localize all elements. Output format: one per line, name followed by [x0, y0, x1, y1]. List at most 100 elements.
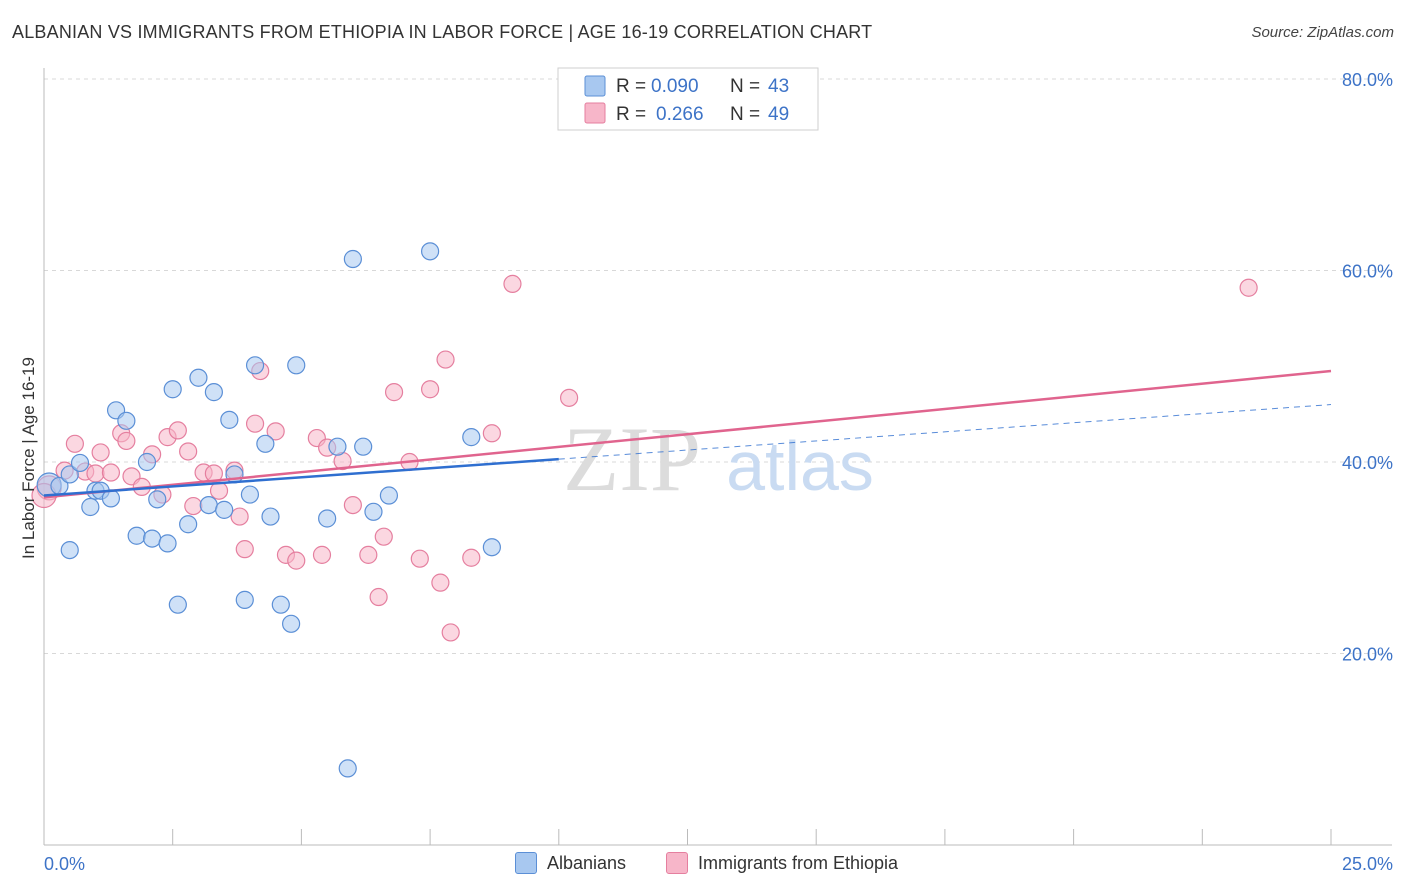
chart-title: ALBANIAN VS IMMIGRANTS FROM ETHIOPIA IN …: [12, 22, 873, 42]
legend-item-ethiopia[interactable]: Immigrants from Ethiopia: [666, 852, 898, 874]
ethiopia-point: [184, 496, 203, 516]
legend-n-label: N =: [730, 104, 760, 125]
albanian-point: [220, 410, 239, 429]
albanian-point: [215, 500, 234, 519]
ethiopia-point: [91, 443, 110, 462]
ethiopia-point: [235, 540, 254, 559]
ethiopia-point: [179, 442, 198, 461]
albanian-point: [117, 411, 136, 430]
albanian-point: [354, 437, 373, 456]
albanian-point: [338, 759, 357, 778]
ethiopia-point: [503, 274, 522, 294]
legend-item-albanians[interactable]: Albanians: [515, 852, 626, 874]
axes: [43, 68, 1392, 846]
ethiopia-point: [559, 388, 579, 407]
y-tick-label: 20.0%: [1342, 645, 1393, 665]
albanian-trend-line: [43, 457, 559, 497]
albanian-point: [282, 614, 301, 633]
legend-swatch-ethiopia: [666, 852, 688, 874]
ethiopia-point: [431, 573, 450, 592]
ethiopia-point: [410, 549, 429, 568]
legend-swatch-albanians: [515, 852, 537, 874]
albanian-point: [199, 495, 218, 515]
ethiopia-point: [374, 527, 393, 546]
ethiopia-point: [369, 587, 388, 607]
ethiopia-point: [359, 545, 378, 564]
ethiopia-trend-line: [43, 369, 1332, 499]
y-tick-label: 80.0%: [1342, 70, 1393, 90]
ethiopia-point: [441, 623, 460, 642]
albanian-point: [204, 383, 223, 402]
legend-r-value: 0.090: [651, 76, 699, 97]
legend-top: R = 0.090 N = 43 R = 0.266 N = 49: [557, 67, 819, 131]
albanian-point: [261, 507, 280, 526]
albanian-point: [70, 453, 90, 473]
legend-swatch-albanians: [584, 75, 606, 97]
ethiopia-point: [245, 414, 265, 433]
albanian-point: [189, 368, 208, 387]
albanian-point: [245, 356, 265, 375]
ethiopia-point: [343, 495, 362, 515]
albanian-point: [168, 595, 187, 614]
source-label: Source: ZipAtlas.com: [1251, 24, 1394, 41]
albanian-point: [137, 452, 157, 472]
ethiopia-point: [168, 421, 187, 440]
data-points: [31, 242, 1258, 778]
albanian-point: [482, 538, 501, 557]
albanian-point: [81, 497, 100, 517]
ethiopia-point: [266, 422, 285, 441]
ethiopia-point: [421, 380, 440, 399]
trend-lines: [43, 369, 1332, 499]
ethiopia-point: [65, 434, 84, 453]
albanian-point: [163, 380, 182, 399]
albanian-point: [60, 540, 79, 560]
albanian-point: [60, 465, 79, 484]
watermark: ZIP atlas: [563, 408, 874, 510]
albanian-point: [343, 249, 362, 269]
ethiopia-point: [86, 464, 105, 483]
legend-r-value: 0.266: [656, 104, 704, 125]
y-tick-labels: 20.0% 40.0% 60.0% 80.0%: [1342, 70, 1393, 665]
albanian-point: [287, 356, 306, 375]
ethiopia-point: [482, 424, 501, 443]
y-tick-label: 60.0%: [1342, 262, 1393, 282]
albanian-point: [143, 529, 162, 548]
albanian-trend-extension: [558, 404, 1332, 460]
grid-lines: [44, 78, 1392, 654]
legend-label-ethiopia: Immigrants from Ethiopia: [698, 852, 899, 873]
albanian-point: [148, 490, 167, 509]
albanian-point: [127, 526, 146, 545]
albanian-point: [158, 534, 177, 553]
albanian-point: [462, 428, 481, 447]
ethiopia-point: [312, 545, 332, 564]
ethiopia-point: [287, 551, 306, 570]
legend-n-value: 49: [768, 104, 789, 125]
albanian-point: [179, 515, 198, 534]
watermark-zip: ZIP: [563, 408, 701, 510]
watermark-atlas: atlas: [726, 427, 874, 505]
x-tick-label: 25.0%: [1342, 854, 1393, 874]
albanian-point: [271, 595, 290, 614]
legend-bottom: Albanians Immigrants from Ethiopia: [0, 852, 1406, 878]
legend-n-label: N =: [730, 76, 760, 97]
legend-label-albanians: Albanians: [547, 852, 627, 873]
albanian-point: [328, 437, 347, 456]
albanian-point: [379, 486, 399, 505]
y-tick-label: 40.0%: [1342, 453, 1393, 473]
albanian-point: [364, 502, 383, 521]
ethiopia-point: [384, 383, 404, 402]
legend-r-label: R =: [616, 76, 646, 97]
ethiopia-point: [117, 431, 136, 451]
ethiopia-point: [436, 350, 455, 369]
legend-r-label: R =: [616, 104, 646, 125]
legend-n-value: 43: [768, 76, 789, 97]
albanian-point: [318, 509, 337, 528]
x-tick-labels: 0.0% 25.0%: [44, 854, 1393, 874]
ethiopia-point: [462, 548, 481, 567]
ethiopia-point: [101, 463, 121, 482]
y-axis-label: In Labor Force | Age 16-19: [19, 357, 38, 559]
albanian-point: [256, 434, 275, 453]
x-tick-label: 0.0%: [44, 854, 85, 874]
ethiopia-point: [230, 507, 249, 526]
